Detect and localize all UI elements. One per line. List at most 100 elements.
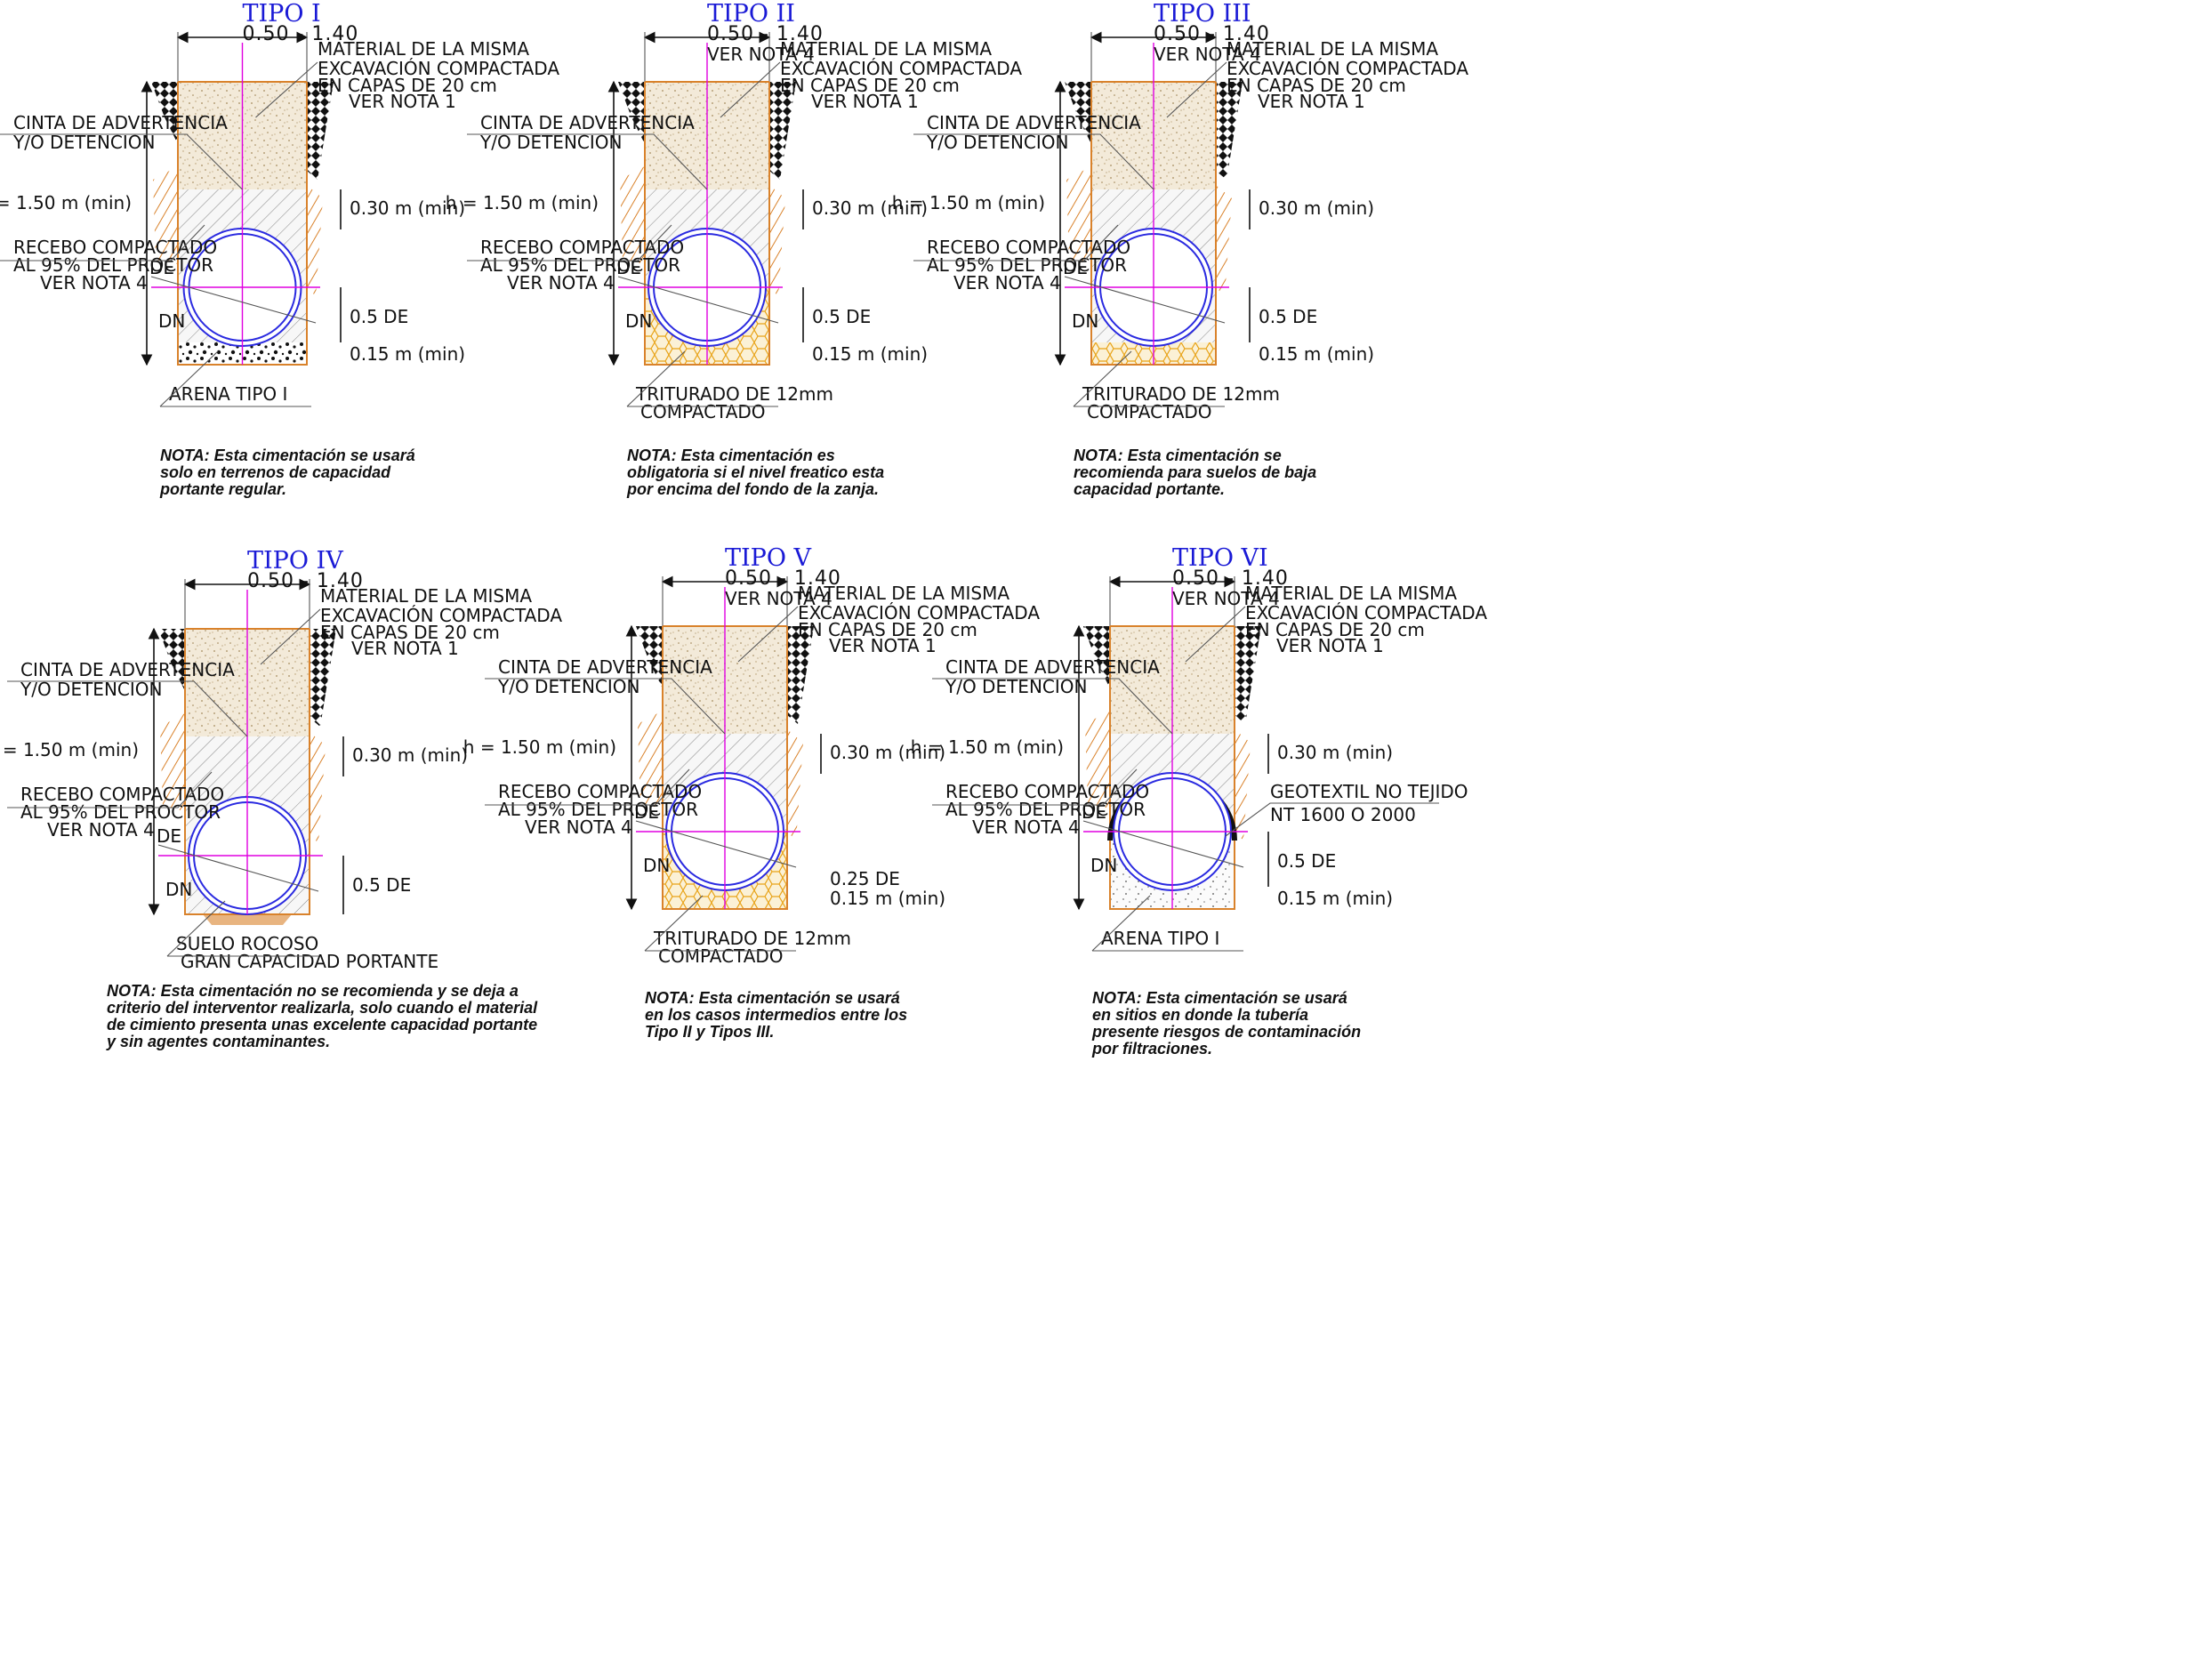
note-line-3: presente riesgos de contaminación (1091, 1023, 1361, 1041)
cinta-label-2: Y/O DETENCION (945, 676, 1087, 697)
bedding-label-1: TRITURADO DE 12mm (1082, 383, 1280, 405)
dim-05de-label: 0.5 DE (1259, 306, 1317, 327)
recebo-leader (932, 768, 1138, 806)
recebo-label-3: VER NOTA 4 (972, 816, 1080, 838)
dim-025de-label: 0.25 DE (830, 868, 900, 889)
recebo-label-2: AL 95% DEL PROCTOR (20, 801, 221, 823)
material-leader (1166, 61, 1227, 118)
rocky-soil (203, 914, 292, 925)
dim-015-label: 0.15 m (min) (1277, 888, 1393, 909)
width-dimension-text: 0.50 - 1.40 (1172, 567, 1289, 590)
recebo-label-2: AL 95% DEL PROCTOR (13, 254, 213, 276)
bedding-label-2: COMPACTADO (640, 401, 766, 422)
natural-ground-right (1216, 82, 1243, 180)
note-line-2: criterio del interventor realizarla, sol… (107, 999, 538, 1017)
note-line-2: en sitios en donde la tubería (1092, 1006, 1308, 1024)
note-line-4: por filtraciones. (1091, 1040, 1212, 1058)
material-label-2: EXCAVACIÓN COMPACTADA (1227, 58, 1468, 79)
width-dimension-text: 0.50 - 1.40 (1154, 23, 1270, 45)
material-leader (260, 608, 321, 665)
natural-ground-right (307, 82, 334, 180)
bedding-label-1: TRITURADO DE 12mm (653, 928, 851, 949)
note-line-1: NOTA: Esta cimentación no se recomienda … (107, 982, 519, 1000)
note-line-2: solo en terrenos de capacidad (160, 463, 391, 481)
cinta-label-1: CINTA DE ADVERTENCIA (20, 659, 235, 680)
material-label-1: MATERIAL DE LA MISMA (320, 585, 532, 607)
cinta-label-2: Y/O DETENCION (926, 132, 1068, 153)
natural-ground-left (1083, 626, 1110, 688)
bedding-leader (626, 350, 686, 407)
de-leader (1064, 276, 1226, 324)
de-label: DE (157, 825, 181, 847)
note-line-1: NOTA: Esta cimentación se usará (645, 989, 900, 1007)
material-label-2: EXCAVACIÓN COMPACTADA (1245, 602, 1487, 623)
bedding-leader (644, 895, 704, 952)
soil-right (1216, 185, 1232, 296)
material-label-2: EXCAVACIÓN COMPACTADA (798, 602, 1040, 623)
bedding-leader (1091, 895, 1151, 952)
material-label-3: EN CAPAS DE 20 cm (1227, 75, 1406, 96)
h-min-label: h = 1.50 m (min) (463, 736, 616, 758)
material-label-4: VER NOTA 1 (351, 638, 459, 659)
bedding-label-1: TRITURADO DE 12mm (635, 383, 833, 405)
soil-left (153, 166, 178, 264)
recebo-leader (467, 224, 672, 261)
dim-05de-label: 0.5 DE (350, 306, 408, 327)
geotextile-label-2: NT 1600 O 2000 (1270, 804, 1416, 825)
bedding-label-2: COMPACTADO (658, 945, 784, 967)
ver-nota-4-label: VER NOTA 4 (707, 44, 815, 65)
material-leader (720, 61, 781, 118)
ver-nota-4-label: VER NOTA 4 (725, 588, 833, 609)
note-line-3: portante regular. (159, 480, 286, 498)
detail-title: TIPO V (725, 544, 812, 572)
material-leader (1185, 606, 1246, 663)
cinta-label-1: CINTA DE ADVERTENCIA (945, 656, 1160, 678)
material-label-3: EN CAPAS DE 20 cm (780, 75, 960, 96)
h-min-label: h = 1.50 m (min) (0, 192, 132, 213)
material-label-3: EN CAPAS DE 20 cm (798, 619, 977, 640)
cinta-label-2: Y/O DETENCION (20, 679, 162, 700)
detail-title: TIPO VI (1172, 544, 1268, 572)
note-line-1: NOTA: Esta cimentación se (1074, 446, 1282, 464)
de-leader (157, 844, 319, 892)
cinta-label-1: CINTA DE ADVERTENCIA (480, 112, 695, 133)
material-label-3: EN CAPAS DE 20 cm (1245, 619, 1425, 640)
dim-015-label: 0.15 m (min) (830, 888, 945, 909)
natural-ground-left (158, 629, 185, 691)
de-leader (150, 276, 317, 324)
note-line-1: NOTA: Esta cimentación se usará (160, 446, 415, 464)
h-min-label: h = 1.50 m (min) (911, 736, 1064, 758)
detail-title: TIPO I (243, 0, 321, 28)
dim-030-label: 0.30 m (min) (352, 744, 468, 766)
note-line-1: NOTA: Esta cimentación es (627, 446, 835, 464)
dim-030-label: 0.30 m (min) (830, 742, 945, 763)
material-leader (737, 606, 799, 663)
h-min-label: h = 1.50 m (min) (0, 739, 139, 760)
material-label-2: EXCAVACIÓN COMPACTADA (318, 58, 559, 79)
material-label-3: EN CAPAS DE 20 cm (318, 75, 497, 96)
recebo-label-3: VER NOTA 4 (40, 272, 148, 294)
natural-ground-right (310, 629, 336, 727)
cinta-label-1: CINTA DE ADVERTENCIA (498, 656, 712, 678)
geotextile-label-1: GEOTEXTIL NO TEJIDO (1270, 781, 1468, 802)
dim-015-label: 0.15 m (min) (350, 343, 465, 365)
recebo-label-3: VER NOTA 4 (507, 272, 615, 294)
bedding-label-1: ARENA TIPO I (169, 383, 287, 405)
dim-030-label: 0.30 m (min) (1259, 197, 1374, 219)
recebo-label-2: AL 95% DEL PROCTOR (945, 799, 1146, 820)
width-dimension-text: 0.50 - 1.40 (247, 570, 364, 592)
dn-label: DN (158, 310, 185, 332)
note-line-2: en los casos intermedios entre los (645, 1006, 907, 1024)
natural-ground-left (636, 626, 663, 688)
dim-05de-label: 0.5 DE (1277, 850, 1336, 872)
h-min-label: h = 1.50 m (min) (892, 192, 1045, 213)
note-line-3: por encima del fondo de la zanja. (626, 480, 879, 498)
recebo-label-3: VER NOTA 4 (525, 816, 632, 838)
h-min-label: h = 1.50 m (min) (446, 192, 599, 213)
dim-015-label: 0.15 m (min) (1259, 343, 1374, 365)
